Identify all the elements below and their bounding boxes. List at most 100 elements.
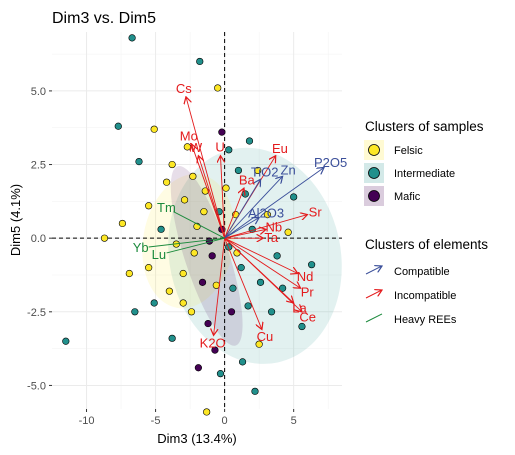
loading-label-cu: Cu [257,329,274,344]
sample-point-mafic [227,308,236,316]
legend-arrow-incompatible [365,290,382,299]
sample-point-intermediate [62,337,70,345]
legend-item-incompatible: Incompatible [365,290,456,302]
legend-label-heavy-rees: Heavy REEs [394,314,457,326]
sample-point-felsic [145,202,153,210]
loading-label-nb: Nb [266,220,283,235]
loading-label-pr: Pr [301,285,315,300]
ellipse-felsic [142,173,236,309]
reference-lines [52,32,342,409]
legend-item-felsic: Felsic [364,140,423,160]
sample-point-intermediate [131,308,139,316]
sample-point-felsic [168,160,176,169]
loading-arrow-w [198,156,226,239]
loading-label-lu: Lu [152,247,166,262]
sample-point-intermediate [256,278,265,286]
sample-point-intermediate [196,57,204,66]
sample-point-mafic [208,252,216,260]
legend-dot-mafic [368,190,380,202]
sample-point-felsic [118,219,127,228]
loading-label-al2o3: Al2O3 [248,205,284,220]
sample-point-intermediate [290,193,298,201]
sample-point-felsic [189,172,197,180]
loading-label-tio2: TiO2 [251,164,279,179]
loading-arrow-pr [224,237,301,288]
sample-point-intermediate [150,299,158,307]
legend-label-intermediate: Intermediate [394,168,455,180]
legend-elements-title: Clusters of elements [365,237,488,252]
loading-arrow-u [220,156,226,239]
loading-arrow-tio2 [224,179,261,239]
sample-point-felsic [187,308,196,316]
sample-point-intermediate [273,252,281,260]
loading-label-yb: Yb [133,240,149,255]
y-tick-label: 0.0 [31,233,46,245]
sample-point-intermediate [157,225,165,233]
legend-item-intermediate: Intermediate [364,163,455,183]
legend-arrow-heavy-rees [365,313,383,323]
sample-point-felsic [179,269,187,278]
sample-point-felsic [150,125,158,133]
sample-point-intermediate [245,137,254,145]
loading-label-eu: Eu [272,141,288,156]
sample-point-intermediate [135,157,143,166]
y-tick-label: 5.0 [31,86,46,98]
sample-point-felsic [254,166,262,175]
legend-arrow-compatible [365,266,382,275]
loading-label-tm: Tm [157,200,176,215]
sample-point-felsic [179,299,187,307]
loading-arrow-cs [186,97,226,239]
legend-item-mafic: Mafic [364,186,421,206]
loading-label-ce: Ce [299,309,316,324]
loading-arrow-ba [224,188,244,239]
loading-arrow-p2o5 [224,167,324,239]
loading-arrows [148,97,324,336]
loading-label-la: La [292,300,307,315]
grid [52,32,342,409]
sample-point-mafic [211,346,219,354]
sample-point-intermediate [267,308,276,316]
loading-label-zn: Zn [281,162,296,177]
loading-label-nd: Nd [297,269,314,284]
legend-samples-title: Clusters of samples [365,119,484,134]
loading-label-p2o5: P2O5 [314,155,347,170]
sample-point-intermediate [298,322,306,331]
sample-point-intermediate [225,146,233,154]
sample-point-intermediate [229,284,237,292]
sample-point-intermediate [251,387,259,395]
sample-point-felsic [222,184,230,192]
loading-label-ba: Ba [239,173,256,188]
sample-point-felsic [163,178,171,186]
loading-arrow-nb [224,229,266,239]
y-axis-ticks: -5.0 -2.5 0.0 2.5 5.0 [27,86,52,392]
sample-point-felsic [255,340,263,348]
sample-point-intermediate [238,358,247,366]
legend-item-heavy-rees: Heavy REEs [365,313,457,326]
sample-point-felsic [100,234,109,242]
sample-point-intermediate [128,34,136,42]
loading-arrow-lu [166,237,225,254]
sample-point-felsic [165,287,173,295]
loading-arrow-k2o [214,238,226,335]
loading-label-k2o: K2O [200,335,226,350]
loading-arrow-ce [224,237,302,312]
loading-label-u: U [215,140,224,155]
legend-item-compatible: Compatible [365,266,450,278]
legend-samples: Clusters of samples Felsic Intermediate … [364,119,484,206]
chart-title: Dim3 vs. Dim5 [52,10,156,27]
sample-point-intermediate [114,122,122,130]
sample-point-mafic [204,319,212,328]
x-tick-label: 0 [222,415,228,427]
loading-arrow-tm [173,211,225,239]
legend-label-compatible: Compatible [394,266,450,278]
loading-arrow-cu [224,238,262,329]
x-tick-label: 5 [291,415,297,427]
y-axis-title: Dim5 (4.1%) [8,184,23,256]
y-tick-label: -5.0 [27,380,46,392]
legend-label-felsic: Felsic [394,145,423,157]
sample-point-intermediate [234,166,243,175]
sample-point-intermediate [168,334,176,342]
loading-arrow-yb [148,237,225,248]
